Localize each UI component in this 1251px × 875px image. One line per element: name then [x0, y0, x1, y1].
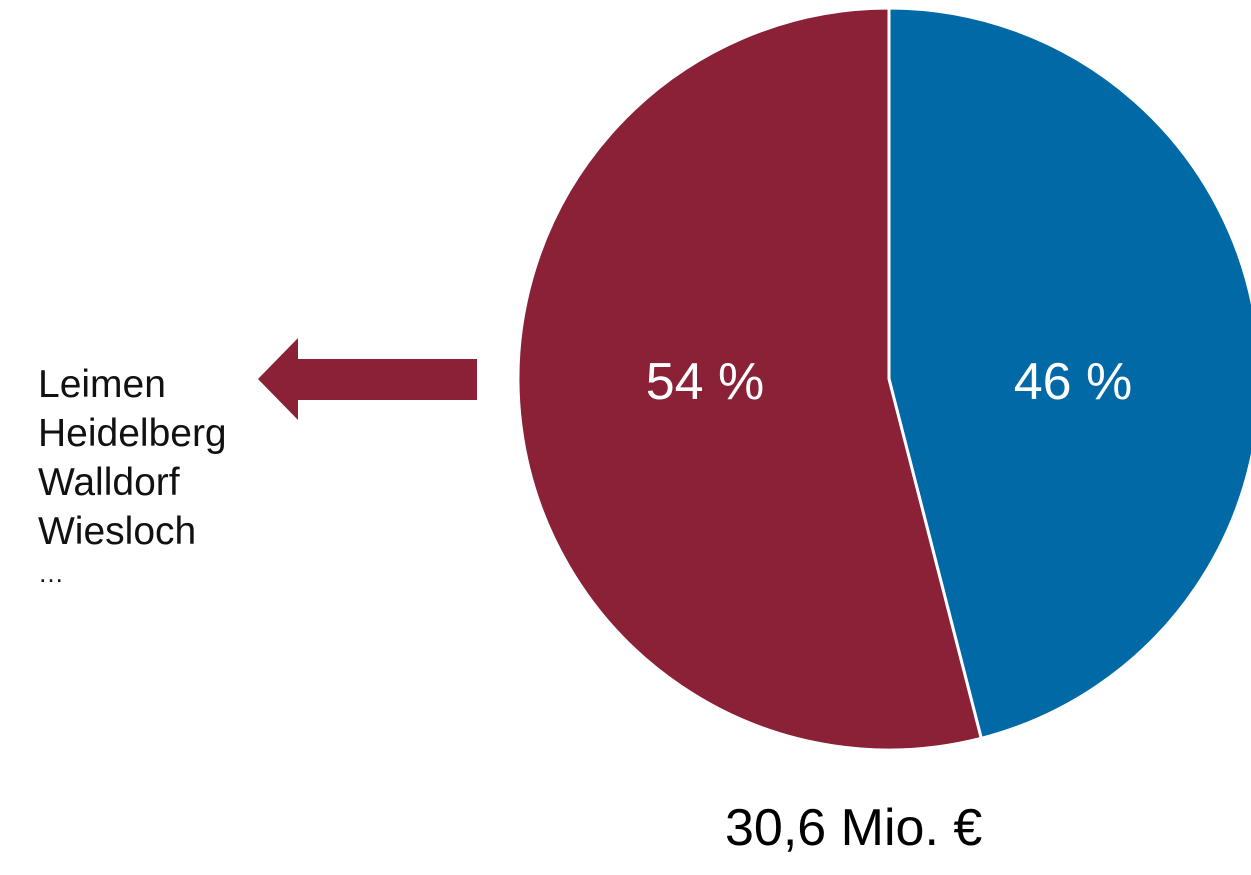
- region-item-leimen: Leimen: [38, 363, 166, 406]
- region-list: Leimen Heidelberg Walldorf Wiesloch …: [38, 360, 227, 590]
- total-amount: 30,6 Mio. €: [725, 799, 983, 857]
- slice-label-54: 54 %: [646, 353, 765, 411]
- region-item-wiesloch: Wiesloch: [38, 510, 197, 553]
- region-item-walldorf: Walldorf: [38, 461, 180, 504]
- region-list-more: …: [38, 558, 64, 588]
- pie-slice-46: [887, 6, 1251, 741]
- pie-slice-54: [516, 6, 984, 752]
- slice-label-46: 46 %: [1014, 353, 1133, 411]
- region-item-heidelberg: Heidelberg: [38, 412, 227, 455]
- arrow-icon: [258, 338, 477, 420]
